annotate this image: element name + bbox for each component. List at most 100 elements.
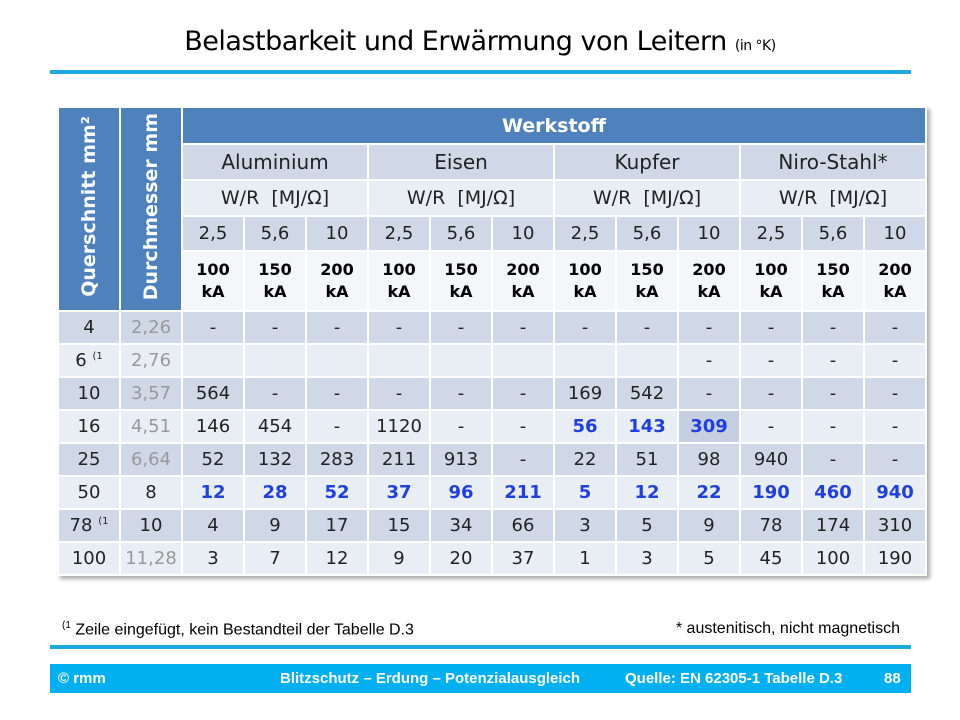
- header-werkstoff: Werkstoff: [181, 106, 927, 145]
- table-row: 16 4,51 146 454-1120- -56 143 309- - -: [57, 409, 927, 444]
- footnote-right: * austenitisch, nicht magnetisch: [675, 620, 900, 637]
- cross-section-cell: 78 (1: [57, 508, 121, 543]
- unit-header: W/R [MJ/Ω]: [739, 179, 927, 217]
- cross-section-value: 78: [69, 515, 93, 536]
- footer-bar: © rmm Blitzschutz – Erdung – Potenzialau…: [50, 664, 911, 693]
- cross-section-value: 50: [77, 482, 101, 503]
- footer-source: Quelle: EN 62305-1 Tabelle D.3: [625, 670, 843, 687]
- table-row: 6 (1 2,76- - - -: [57, 343, 927, 378]
- cross-section-cell: 50: [57, 475, 121, 510]
- diameter-cell: 2,26: [119, 310, 183, 345]
- value-cell: -: [739, 310, 803, 345]
- header-querschnitt: Querschnitt mm²: [57, 106, 121, 312]
- value-cell: 28: [243, 475, 307, 510]
- cross-section-cell: 10: [57, 376, 121, 411]
- value-cell: [429, 343, 493, 378]
- footer-topic: Blitzschutz – Erdung – Potenzialausgleic…: [280, 670, 581, 687]
- value-cell: -: [801, 343, 865, 378]
- table-row: 4 2,26- - - - - - - - - - - -: [57, 310, 927, 345]
- footer-page: 88: [884, 670, 901, 687]
- value-cell: 9: [367, 541, 431, 576]
- current-header: 200 kA: [491, 250, 555, 312]
- wr-value-header: 2,5: [553, 215, 617, 252]
- title-divider: [50, 70, 911, 74]
- value-cell: 9: [243, 508, 307, 543]
- cross-section-value: 16: [77, 416, 101, 437]
- value-cell: 913: [429, 442, 493, 477]
- value-cell: 211: [367, 442, 431, 477]
- cross-section-cell: 4: [57, 310, 121, 345]
- diameter-cell: 4,51: [119, 409, 183, 444]
- row-footnote-mark: (1: [92, 351, 103, 362]
- value-cell: 542: [615, 376, 679, 411]
- value-cell: 45: [739, 541, 803, 576]
- wr-value-header: 10: [677, 215, 741, 252]
- footnote-left: (1 Zeile eingefügt, kein Bestandteil der…: [62, 620, 414, 639]
- value-cell: 3: [553, 508, 617, 543]
- current-header: 200 kA: [677, 250, 741, 312]
- value-cell: 22: [553, 442, 617, 477]
- footnote-mark: (1: [62, 620, 71, 631]
- value-cell: 20: [429, 541, 493, 576]
- diameter-cell: 6,64: [119, 442, 183, 477]
- value-cell: 3: [181, 541, 245, 576]
- value-cell: -: [367, 376, 431, 411]
- table-row: 50 8 12 28 52 37 96 211 5 12 22 190 460 940: [57, 475, 927, 510]
- querschnitt-label: Querschnitt mm²: [78, 116, 100, 297]
- value-cell: 564: [181, 376, 245, 411]
- wr-value-header: 5,6: [615, 215, 679, 252]
- value-cell: -: [305, 409, 369, 444]
- table-row: 25 6,64 52 132 283 211 913-22 51 98 940- -: [57, 442, 927, 477]
- value-cell: 283: [305, 442, 369, 477]
- value-cell: 940: [863, 475, 927, 510]
- value-cell: 132: [243, 442, 307, 477]
- table-row: 78 (1 10 4 9 17 15 34 66 3 5 9 78 174 310: [57, 508, 927, 543]
- value-cell: -: [491, 409, 555, 444]
- value-cell: 17: [305, 508, 369, 543]
- cross-section-cell: 16: [57, 409, 121, 444]
- value-cell: 52: [305, 475, 369, 510]
- wr-value-header: 2,5: [739, 215, 803, 252]
- value-cell: 22: [677, 475, 741, 510]
- value-cell: 51: [615, 442, 679, 477]
- value-cell: [305, 343, 369, 378]
- current-header: 150 kA: [429, 250, 493, 312]
- wr-value-header: 10: [305, 215, 369, 252]
- current-header: 150 kA: [615, 250, 679, 312]
- material-header: Niro-Stahl*: [739, 143, 927, 181]
- value-cell: [553, 343, 617, 378]
- value-cell: -: [429, 376, 493, 411]
- durchmesser-label: Durchmesser mm: [140, 112, 162, 301]
- value-cell: 5: [615, 508, 679, 543]
- value-cell: 5: [677, 541, 741, 576]
- diameter-cell: 10: [119, 508, 183, 543]
- value-cell: -: [739, 409, 803, 444]
- value-cell: 211: [491, 475, 555, 510]
- wr-value-header: 2,5: [367, 215, 431, 252]
- value-cell: 5: [553, 475, 617, 510]
- value-cell: [243, 343, 307, 378]
- value-cell: -: [429, 310, 493, 345]
- cross-section-cell: 100: [57, 541, 121, 576]
- material-header: Eisen: [367, 143, 555, 181]
- value-cell: 15: [367, 508, 431, 543]
- current-header: 150 kA: [243, 250, 307, 312]
- value-cell: -: [491, 442, 555, 477]
- value-cell: -: [801, 442, 865, 477]
- wr-value-header: 5,6: [243, 215, 307, 252]
- value-cell: 190: [863, 541, 927, 576]
- footnote-text: Zeile eingefügt, kein Bestandteil der Ta…: [75, 621, 414, 639]
- current-header: 100 kA: [367, 250, 431, 312]
- value-cell: -: [863, 376, 927, 411]
- current-header: 200 kA: [305, 250, 369, 312]
- value-cell: -: [677, 310, 741, 345]
- value-cell: -: [863, 343, 927, 378]
- value-cell: -: [739, 343, 803, 378]
- diameter-cell: 11,28: [119, 541, 183, 576]
- value-cell: -: [801, 376, 865, 411]
- unit-header: W/R [MJ/Ω]: [181, 179, 369, 217]
- current-header: 100 kA: [181, 250, 245, 312]
- value-cell: 190: [739, 475, 803, 510]
- wr-value-header: 10: [863, 215, 927, 252]
- value-cell: 66: [491, 508, 555, 543]
